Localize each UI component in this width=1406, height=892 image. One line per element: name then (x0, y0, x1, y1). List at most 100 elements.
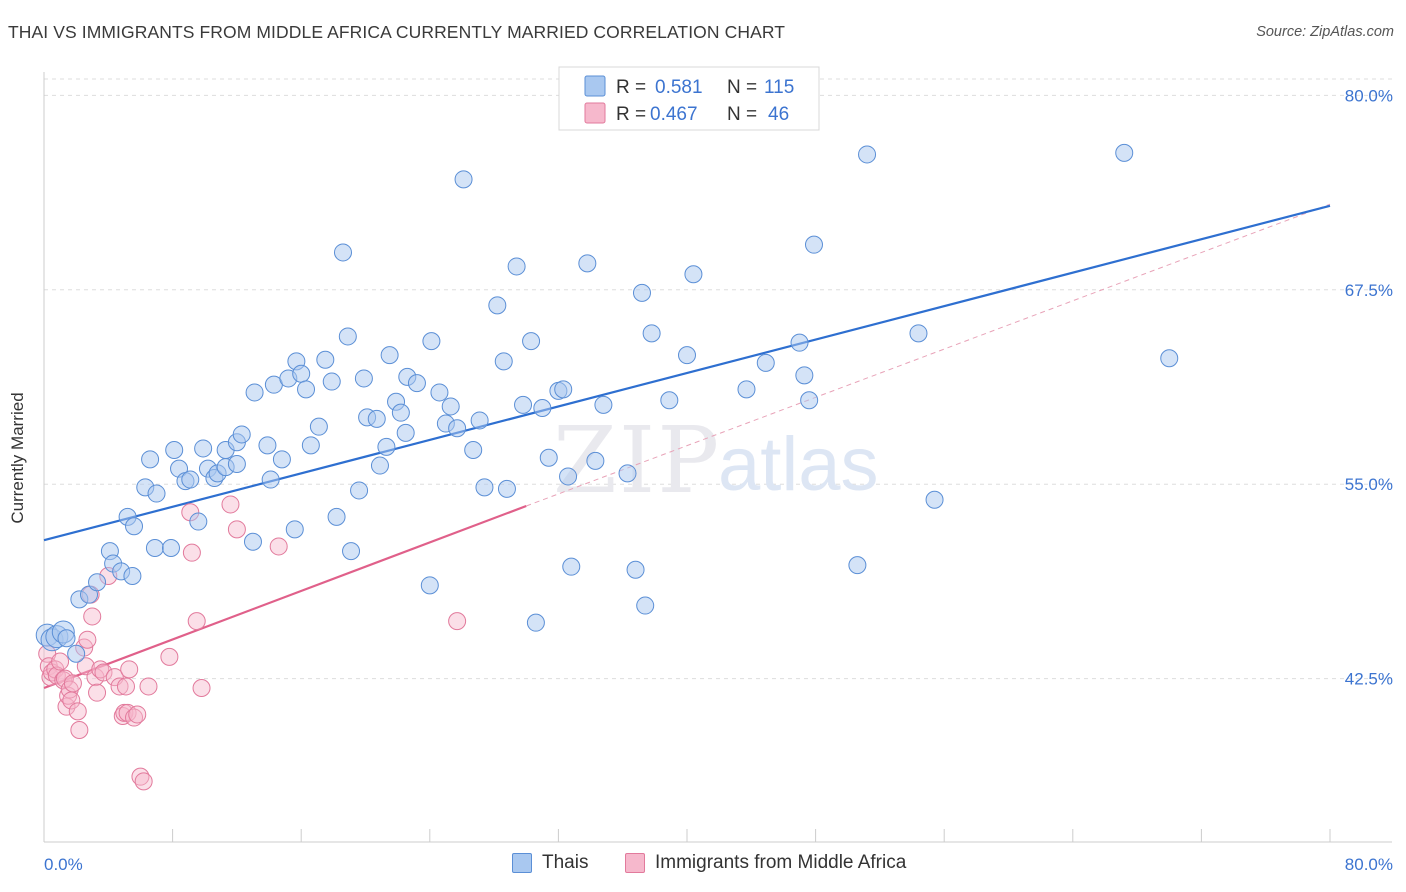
point-immigrants (94, 663, 113, 682)
point-thais (494, 352, 513, 371)
point-thais (626, 560, 645, 579)
point-thais (678, 346, 696, 365)
point-immigrants (182, 543, 201, 562)
point-thais (514, 395, 533, 414)
point-thais (909, 324, 928, 343)
point-thais (642, 324, 661, 343)
point-thais (636, 596, 655, 615)
legend-thais-r-value: 0.581 (655, 77, 703, 98)
trend-lines (43, 203, 1331, 690)
point-thais (322, 372, 341, 391)
bottom-legend-label-thais: Thais (542, 852, 589, 873)
point-immigrants (68, 702, 87, 721)
point-thais (804, 235, 823, 254)
point-thais (380, 346, 399, 365)
point-thais (684, 265, 703, 284)
point-thais (292, 364, 311, 383)
point-thais (391, 403, 410, 422)
bottom-legend-swatch-immig (625, 853, 645, 873)
point-immigrants (110, 677, 129, 696)
legend-thais-n-value: 115 (764, 77, 794, 98)
point-immigrants (269, 537, 288, 556)
point-thais (125, 517, 144, 536)
legend-immig-n-label: N = (727, 104, 757, 125)
point-thais (123, 567, 142, 585)
point-thais (297, 380, 316, 399)
point-thais (448, 419, 467, 438)
point-thais (350, 481, 369, 500)
x-ticks (43, 829, 1331, 842)
point-thais (258, 436, 277, 455)
point-thais (354, 369, 373, 388)
legend-swatch-thais (584, 75, 606, 97)
y-tick-label: 55.0% (1345, 475, 1393, 494)
point-thais (161, 539, 180, 557)
point-thais (377, 437, 396, 456)
legend-thais-r-label: R = (616, 77, 646, 98)
bottom-legend-thais: Thais (512, 852, 588, 874)
point-thais (88, 573, 107, 592)
point-thais (507, 257, 526, 276)
bottom-legend-swatch-thais (512, 853, 532, 873)
point-thais (800, 391, 819, 410)
legend-box: R = 0.581 N = 115 R = 0.467 N = 46 (558, 66, 820, 131)
point-thais (338, 327, 357, 346)
point-immigrants (125, 708, 144, 727)
point-thais (632, 283, 651, 302)
point-thais (660, 391, 679, 410)
point-thais (858, 145, 877, 164)
point-thais (57, 629, 76, 648)
point-thais (285, 520, 304, 539)
point-thais (194, 439, 213, 458)
legend-swatch-immig (584, 102, 606, 124)
point-immigrants (227, 520, 246, 539)
point-thais (272, 450, 291, 469)
trend-line-immigrants-extended (526, 203, 1331, 507)
point-thais (316, 350, 335, 369)
point-thais (261, 470, 280, 489)
y-tick-label: 67.5% (1345, 281, 1393, 300)
point-thais (181, 470, 200, 489)
bottom-legend: Thais Immigrants from Middle Africa (0, 852, 1406, 878)
gridlines (44, 78, 1392, 680)
point-thais (430, 383, 449, 402)
point-immigrants (221, 495, 240, 514)
point-thais (333, 243, 352, 262)
point-thais (145, 539, 164, 557)
point-thais (367, 409, 386, 428)
point-thais (309, 417, 328, 436)
point-thais (141, 450, 160, 469)
axes (43, 72, 1392, 843)
watermark: ZIP atlas (553, 407, 879, 514)
point-immigrants (134, 772, 153, 791)
point-immigrants (192, 679, 211, 697)
point-thais (578, 254, 597, 273)
point-thais (441, 397, 460, 416)
x-tick-labels: 0.0% 80.0% (44, 855, 1393, 874)
point-thais (147, 484, 166, 503)
point-thais (232, 425, 251, 444)
point-thais (539, 448, 558, 467)
point-immigrants (118, 703, 137, 722)
legend-immig-n-value: 46 (768, 104, 789, 125)
point-immigrants (91, 660, 110, 679)
point-thais (790, 333, 809, 352)
point-thais (488, 296, 507, 315)
point-immigrants (128, 705, 147, 724)
point-thais (925, 490, 944, 509)
point-thais (189, 512, 208, 531)
point-thais (522, 332, 541, 351)
y-tick-label: 80.0% (1345, 86, 1393, 105)
point-thais (245, 383, 264, 402)
legend-thais-n-label: N = (727, 77, 757, 98)
watermark-atlas: atlas (718, 422, 879, 507)
bottom-legend-label-immig: Immigrants from Middle Africa (655, 852, 907, 873)
point-immigrants (51, 652, 70, 671)
point-thais (470, 411, 489, 430)
trend-line-thais (43, 204, 1331, 542)
point-immigrants (160, 647, 179, 666)
point-immigrants (70, 721, 89, 739)
y-tick-label: 42.5% (1345, 670, 1393, 689)
watermark-zip: ZIP (553, 407, 721, 514)
